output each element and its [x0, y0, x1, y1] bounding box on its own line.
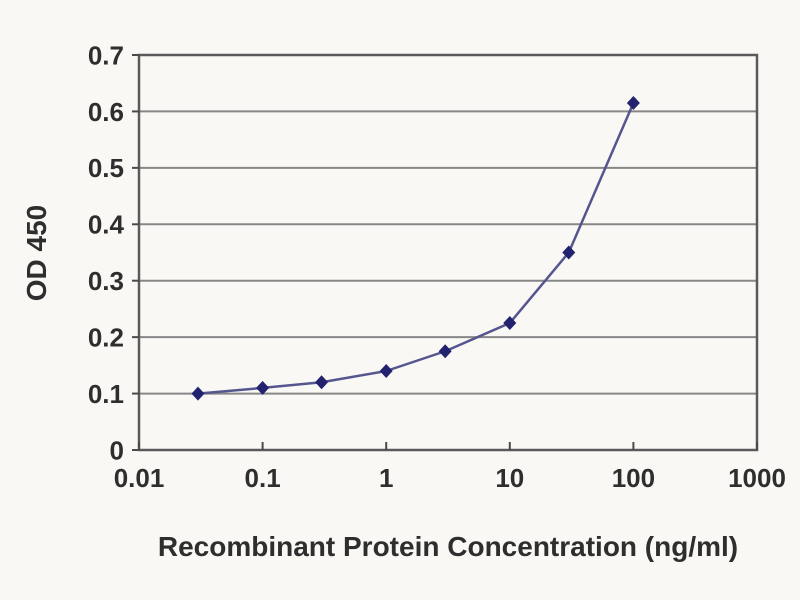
x-tick-label: 10: [495, 463, 524, 493]
x-tick-label: 100: [612, 463, 655, 493]
data-point-marker: [315, 375, 329, 390]
data-point-marker: [438, 344, 452, 359]
plot-frame-layer: [137, 53, 759, 452]
y-tick-label: 0.4: [88, 210, 125, 240]
data-point-marker: [191, 386, 205, 401]
y-tick-label: 0: [110, 435, 124, 465]
y-axis-title: OD 450: [21, 205, 52, 302]
data-point-marker: [562, 245, 576, 260]
x-tick-label: 0.01: [114, 463, 165, 493]
data-point-marker: [379, 364, 393, 378]
gridlines-layer: [139, 54, 757, 395]
series-layer: [191, 95, 640, 401]
y-tick-label: 0.1: [88, 379, 124, 409]
plot-area-frame: [137, 53, 759, 452]
x-tick-label: 1000: [728, 463, 786, 493]
data-point-marker: [256, 380, 270, 395]
y-tick-label: 0.6: [88, 97, 124, 127]
y-tick-label: 0.7: [88, 40, 124, 70]
y-tick-label: 0.3: [88, 266, 124, 296]
ticks-layer: 0 0.1 0.2 0.3 0.4 0.5 0.6 0.7 0.01 0.1 1 10 100 1000: [88, 40, 786, 493]
x-axis-title: Recombinant Protein Concentration (ng/ml…: [158, 531, 738, 562]
series-line: [197, 102, 635, 395]
data-point-marker: [626, 95, 640, 110]
y-tick-label: 0.2: [88, 323, 124, 353]
y-tick-label: 0.5: [88, 153, 124, 183]
x-tick-label: 0.1: [245, 463, 281, 493]
data-point-marker: [503, 316, 517, 331]
x-tick-label: 1: [379, 463, 393, 493]
